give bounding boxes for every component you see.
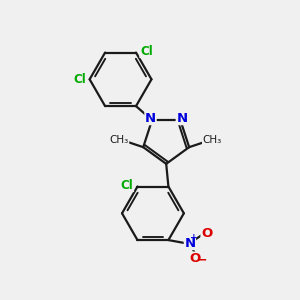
Text: O: O xyxy=(201,227,212,240)
Text: N: N xyxy=(184,236,196,250)
Text: CH₃: CH₃ xyxy=(202,135,222,145)
Text: N: N xyxy=(176,112,188,124)
Text: O: O xyxy=(190,252,201,265)
Text: CH₃: CH₃ xyxy=(110,135,129,145)
Text: −: − xyxy=(196,253,207,266)
Text: N: N xyxy=(145,112,156,124)
Text: +: + xyxy=(190,233,197,242)
Text: Cl: Cl xyxy=(73,73,86,86)
Text: Cl: Cl xyxy=(140,45,153,58)
Text: Cl: Cl xyxy=(121,178,134,192)
